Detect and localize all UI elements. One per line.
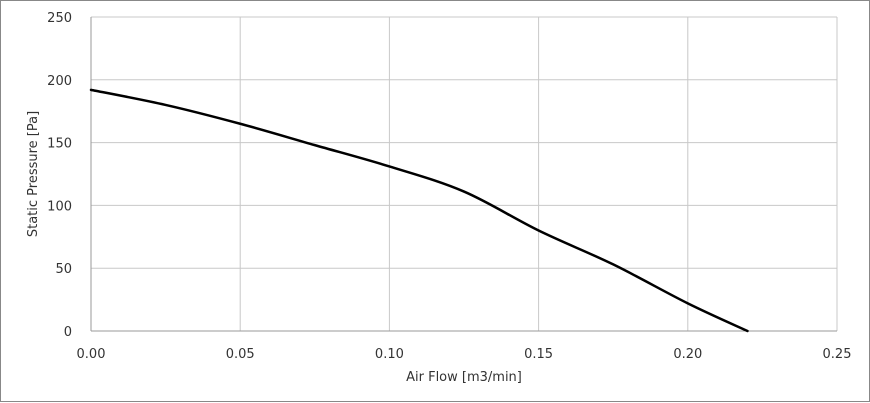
x-axis-label: Air Flow [m3/min] [406,370,522,385]
plot-area [91,17,837,331]
series-lines [89,88,749,333]
x-tick-label: 0.25 [823,347,852,362]
y-tick-label: 250 [47,11,72,26]
y-axis-label: Static Pressure [Pa] [26,111,41,237]
y-tick-label: 150 [47,137,72,152]
y-tick-label: 100 [47,199,72,214]
x-tick-label: 0.05 [226,347,255,362]
x-tick-label: 0.20 [673,347,702,362]
y-tick-label: 200 [47,74,72,89]
tick-labels: 0.00 0.05 0.10 0.15 0.20 0.25 0 50 100 150 200 250 [47,11,851,362]
y-tick-label: 50 [55,262,72,277]
x-tick-label: 0.10 [375,347,404,362]
x-tick-label: 0.15 [524,347,553,362]
y-tick-label: 0 [64,325,72,340]
series-line-0 [89,88,749,333]
x-tick-label: 0.00 [77,347,106,362]
grid [90,16,838,332]
